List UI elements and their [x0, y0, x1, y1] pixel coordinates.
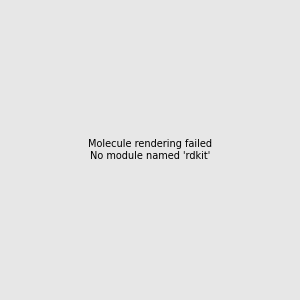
Text: Molecule rendering failed
No module named 'rdkit': Molecule rendering failed No module name…: [88, 139, 212, 161]
